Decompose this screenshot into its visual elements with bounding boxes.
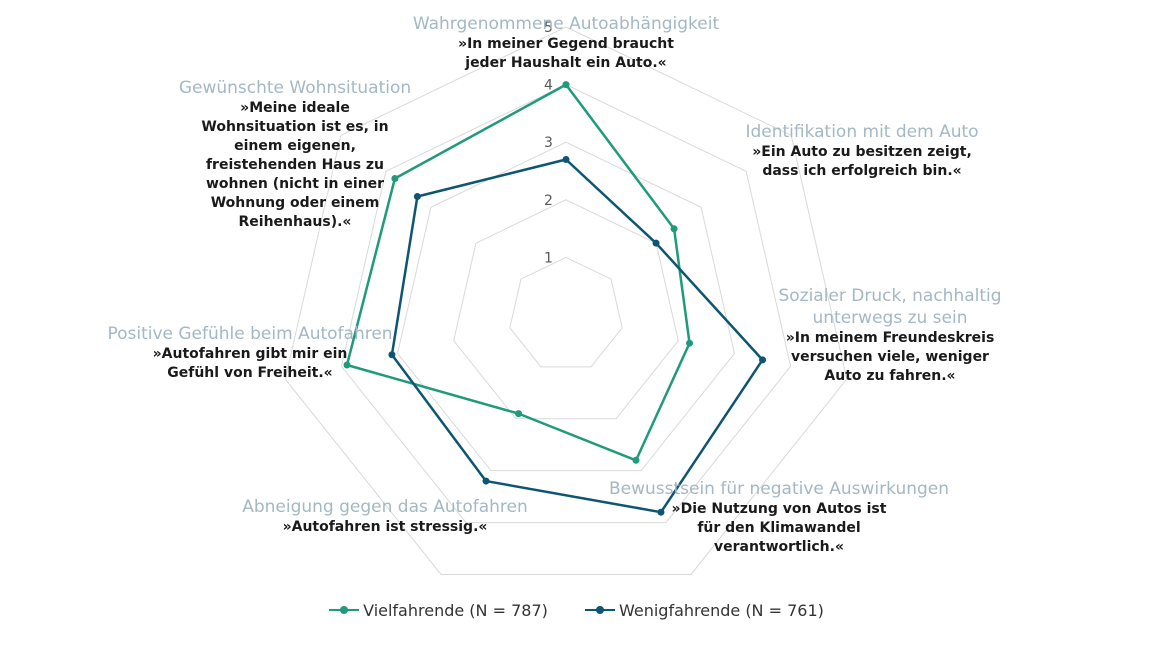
grid-ring-1 [509,256,623,368]
axis-quote-line: wohnen (nicht in einer [205,176,385,192]
axis-quote-line: Wohnung oder einem [210,195,380,211]
grid-ring-2 [453,199,679,420]
data-point [515,410,523,418]
axis-quote-line: Auto zu fahren.« [824,368,956,384]
data-point [670,225,678,233]
grid-ring-4 [340,84,792,524]
data-point [343,361,351,369]
axis-label-5: Abneigung gegen das Autofahren »Autofahre… [225,496,545,537]
data-point [657,508,665,516]
axis-label-3: Sozialer Druck, nachhaltig unterwegs zu … [770,285,1010,386]
axis-title: Abneigung gegen das Autofahren [242,497,528,517]
series-1 [388,155,767,516]
data-point [482,477,490,485]
axis-title: Bewusstsein für negative Auswirkungen [608,479,950,499]
data-point [388,351,396,359]
axis-quote-line: für den Klimawandel [697,520,861,536]
axis-quote: »In meinem Freundeskreis versuchen viele,… [770,329,1010,386]
series-line [345,83,691,462]
axis-label-4: Bewusstsein für negative Auswirkungen »Di… [590,478,968,557]
axis-title: Gewünschte Wohnsituation [178,78,412,98]
axis-quote: »Autofahren gibt mir ein Gefühl von Freih… [90,345,410,383]
tick-label: 1 [544,250,553,266]
axis-quote-line: Wohnsituation ist es, in [201,119,389,135]
axis-quote-line: »In meiner Gegend braucht [458,36,674,52]
axis-quote-line: »Die Nutzung von Autos ist [671,501,887,517]
axis-quote-line: verantwortlich.« [713,539,844,555]
axis-quote-line: »Meine ideale [240,100,350,116]
tick-label: 3 [544,135,553,151]
axis-title: Identifikation mit dem Auto [745,122,979,142]
grid-ring-3 [396,141,736,472]
data-point [686,339,694,347]
axis-label-6: Positive Gefühle beim Autofahren »Autofah… [90,323,410,383]
data-series [343,81,767,516]
axis-title: Positive Gefühle beim Autofahren [107,324,393,344]
legend-item-vielfahrende: Vielfahrende (N = 787) [329,601,548,620]
radial-axis-ticks: 1 2 3 4 5 [544,20,553,266]
axis-label-7: Gewünschte Wohnsituation »Meine ideale Woh… [160,77,430,232]
tick-label: 4 [544,78,553,94]
legend: Vielfahrende (N = 787) Wenigfahrende (N … [0,596,1153,620]
data-point [562,81,570,89]
axis-title: Sozialer Druck, nachhaltig unterwegs zu … [778,286,1002,328]
legend-item-wenigfahrende: Wenigfahrende (N = 761) [584,600,824,620]
legend-label-vielfahrende: Vielfahrende (N = 787) [363,600,548,620]
data-point [652,239,660,247]
radar-grid [284,26,848,575]
axis-quote-line: »Autofahren ist stressig.« [282,519,488,535]
tick-label: 5 [544,20,553,36]
axis-quote-line: versuchen viele, weniger [791,349,989,365]
tick-label: 2 [544,193,553,209]
data-point [562,155,570,163]
axis-quote-line: »Ein Auto zu besitzen zeigt, [752,144,972,160]
legend-swatch-wenigfahrende [584,606,615,614]
series-0 [343,81,694,464]
axis-quote: »Die Nutzung von Autos ist für den Klimaw… [590,500,968,557]
legend-swatch-vielfahrende [329,606,360,614]
axis-label-1: Wahrgenommene Autoabhängigkeit »In meiner… [380,13,752,73]
axis-label-2: Identifikation mit dem Auto »Ein Auto zu … [730,121,994,181]
axis-quote: »Ein Auto zu besitzen zeigt, dass ich erf… [730,143,994,181]
axis-quote-line: einem eigenen, [234,138,356,154]
axis-quote: »Autofahren ist stressig.« [225,518,545,537]
data-point [391,175,399,183]
axis-quote: »Meine ideale Wohnsituation ist es, in ein… [160,99,430,232]
axis-quote-line: dass ich erfolgreich bin.« [762,163,962,179]
data-point [759,356,767,364]
legend-label-wenigfahrende: Wenigfahrende (N = 761) [618,600,824,620]
data-point [413,192,421,200]
axis-quote-line: »Autofahren gibt mir ein [152,346,348,362]
axis-quote-line: Gefühl von Freiheit.« [167,365,333,381]
grid-ring-5 [284,26,848,575]
axis-quote-line: »In meinem Freundeskreis [785,330,995,346]
axis-quote-line: Reihenhaus).« [238,214,352,230]
axis-quote-line: freistehenden Haus zu [205,157,385,173]
data-point [632,456,640,464]
series-line [390,158,764,514]
axis-quote: »In meiner Gegend braucht jeder Haushalt … [380,35,752,73]
axis-title: Wahrgenommene Autoabhängigkeit [412,14,720,34]
axis-quote-line: jeder Haushalt ein Auto.« [465,55,667,71]
